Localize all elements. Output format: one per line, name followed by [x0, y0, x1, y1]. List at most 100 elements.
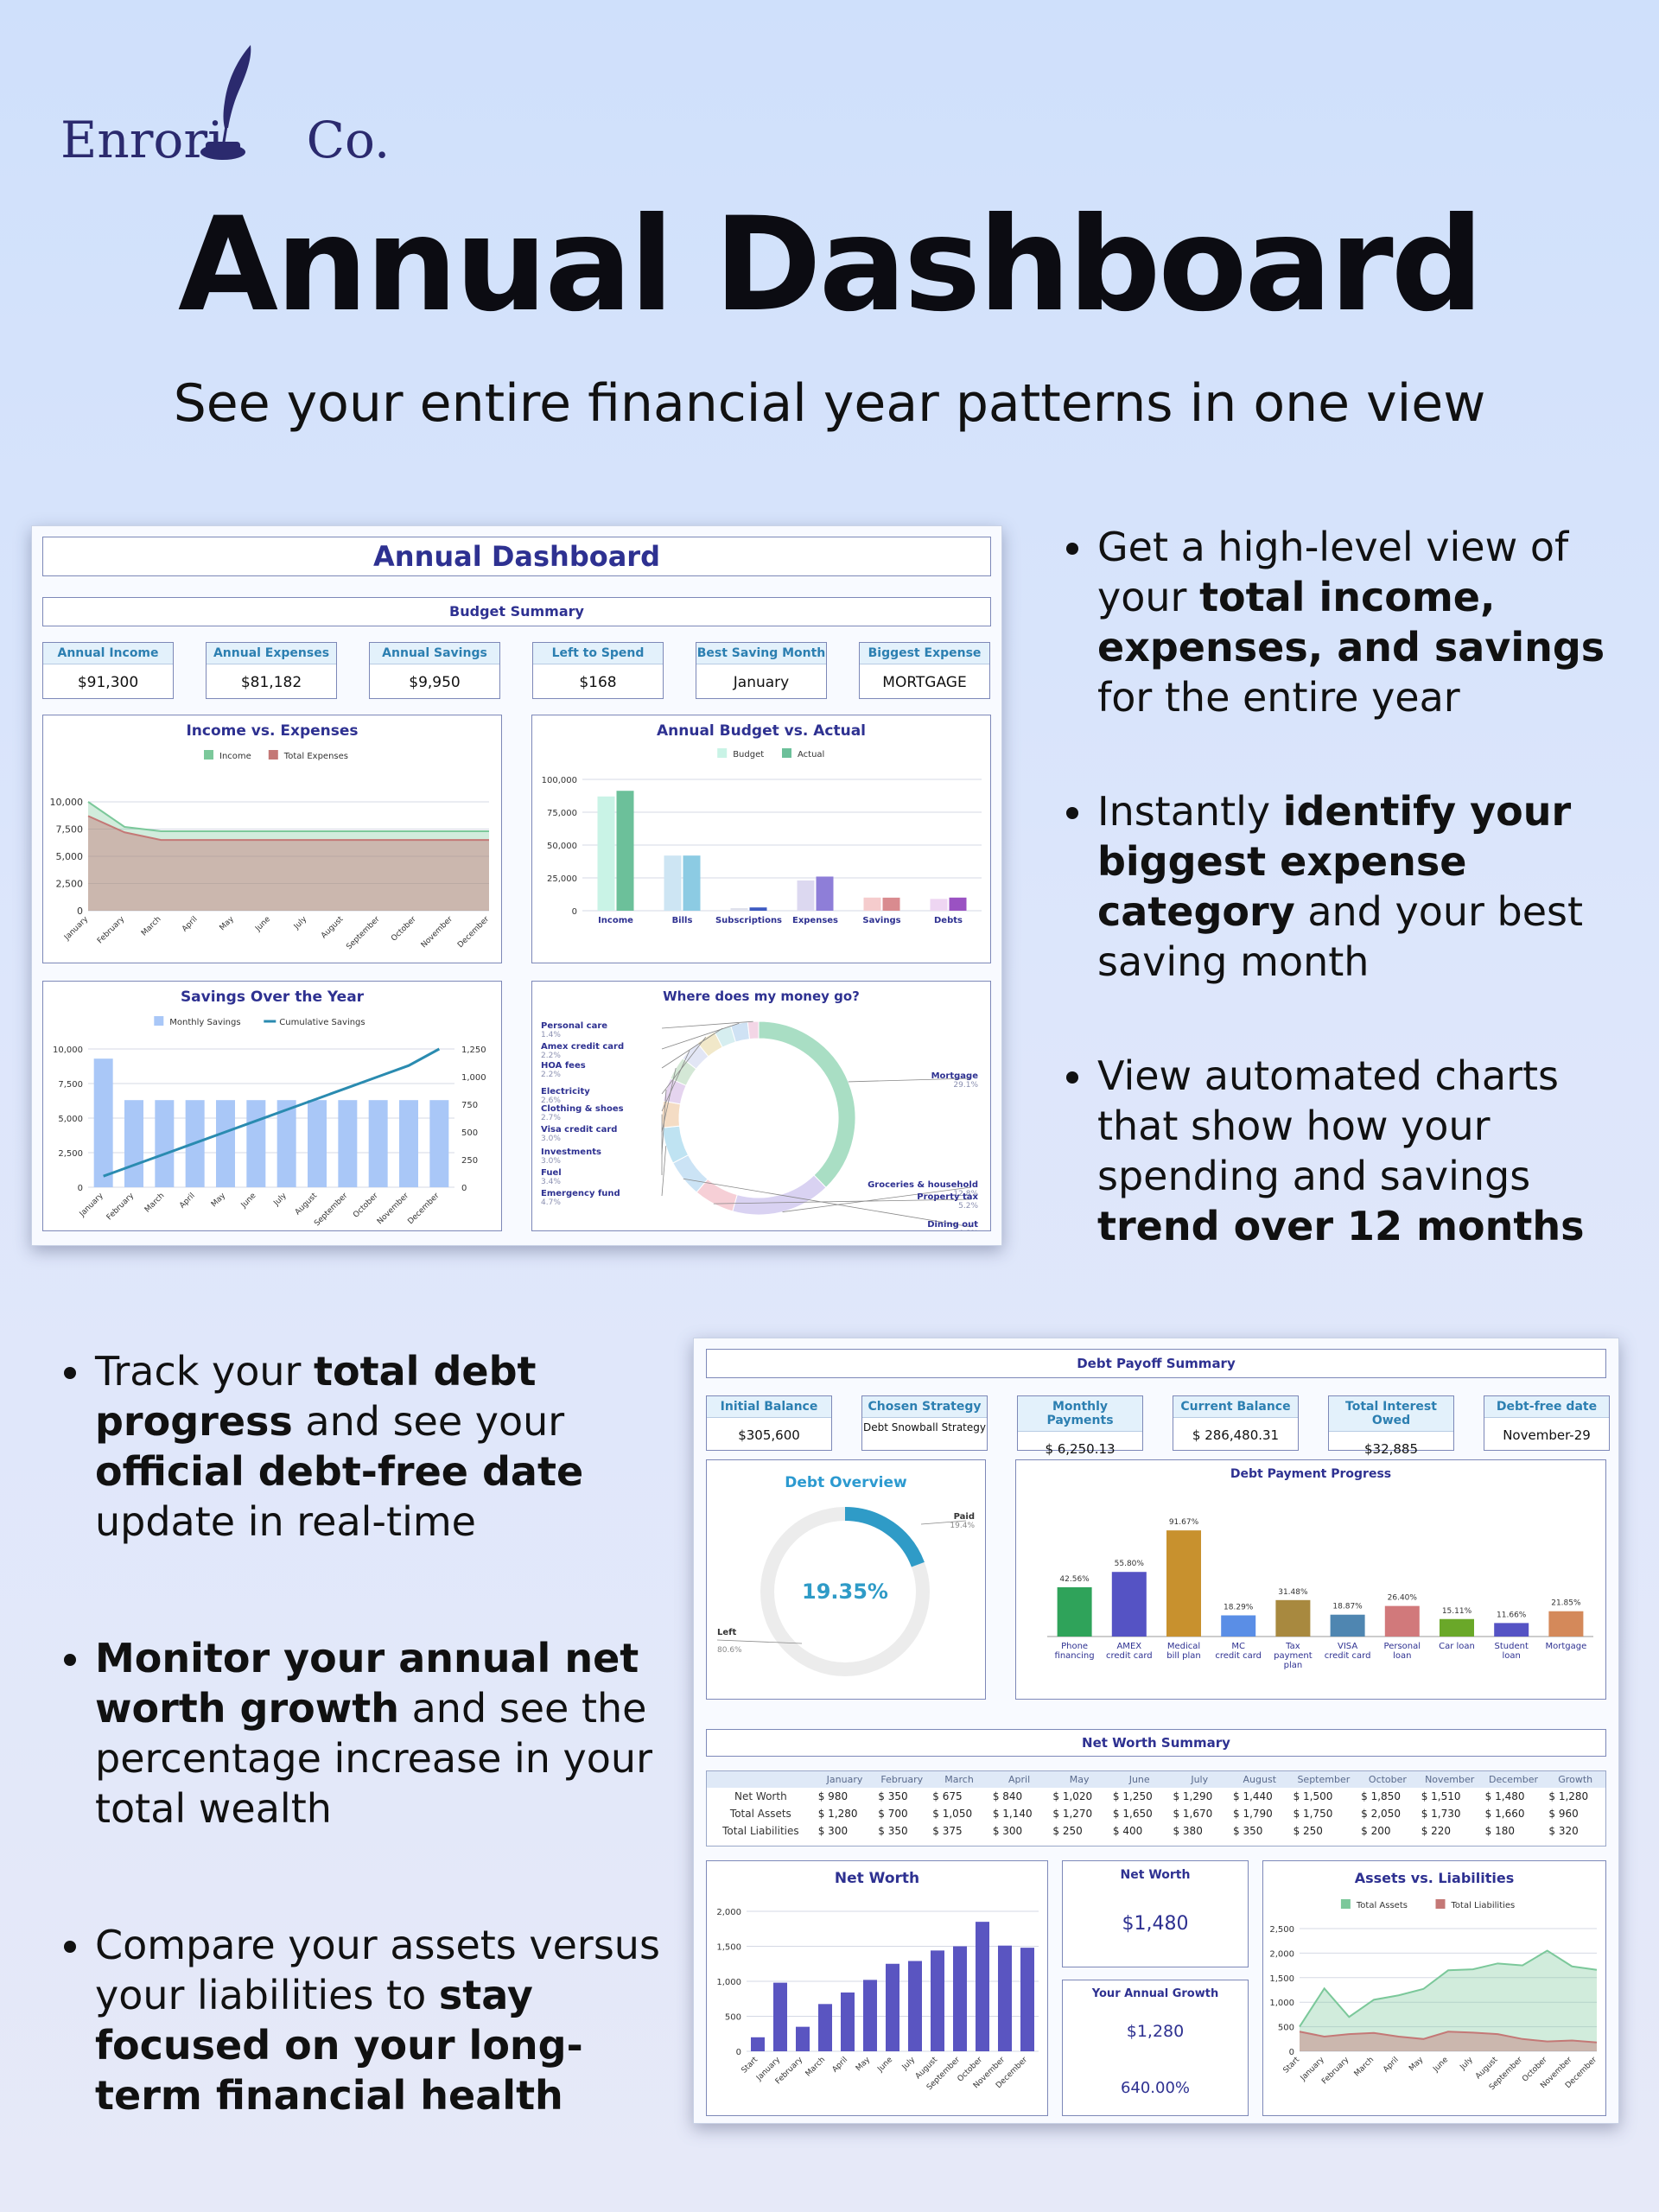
y-tick-label: 2,000: [716, 1908, 741, 1917]
table-header-cell: May: [1049, 1771, 1109, 1788]
kpi-label: Initial Balance: [707, 1396, 831, 1418]
table-cell: $ 2,050: [1361, 1808, 1401, 1820]
brand-name-part1: Enrori: [60, 111, 224, 169]
area-fill: [1300, 1950, 1597, 2051]
leader-line: [661, 1027, 723, 1069]
x-tick-label: Start: [740, 2056, 760, 2075]
y-tick-label: 25,000: [547, 874, 577, 884]
leader-line: [661, 1022, 740, 1050]
feature-text: and your best saving month: [1097, 888, 1584, 985]
category-label: Bills: [672, 916, 693, 925]
debt-bar-label: 18.87%: [1332, 1603, 1363, 1611]
slice-label: Groceries & household: [868, 1180, 978, 1190]
kpi-label: Annual Savings: [370, 643, 499, 664]
income-expenses-panel: Income vs. Expenses 0 2,500 5,000 7,500 10,0…: [42, 715, 502, 963]
table-cell: $ 300: [817, 1825, 849, 1837]
assets-liabilities-panel: Assets vs. Liabilities 0 500 1,000 1,500 2,0…: [1262, 1860, 1606, 2116]
debt-category-label: credit card: [1325, 1651, 1371, 1661]
feature-text: update in real-time: [95, 1498, 476, 1545]
table-row: Total Assets $ 1,280 $ 700 $ 1,050 $ 1,140 $ …: [707, 1805, 1605, 1822]
net-worth-bar: [908, 1961, 922, 2051]
leader-line: [716, 1639, 803, 1644]
slice-label: Personal care: [541, 1021, 607, 1031]
series-line: [1299, 1949, 1598, 2028]
debt-bar-label: 18.29%: [1224, 1603, 1254, 1611]
table-cell: $ 1,670: [1173, 1808, 1213, 1820]
table-cell: $ 375: [932, 1825, 963, 1837]
x-tick-label: February: [1320, 2056, 1351, 2087]
debt-category-label: Phone: [1061, 1642, 1088, 1651]
net-worth-chart-panel: Net Worth 0 500 1,000 1,500 2,000 Start Januar…: [706, 1860, 1048, 2116]
feature-text: total income, expenses, and savings: [1097, 574, 1605, 671]
y-tick-label: 1,500: [1269, 1974, 1294, 1984]
slice-percent: 4.7%: [541, 1198, 561, 1207]
net-worth-table: January February March April May June July Augu…: [707, 1771, 1605, 1840]
legend-swatch: [1340, 1899, 1351, 1909]
debt-category-label: Car loan: [1439, 1642, 1475, 1651]
net-worth-bar: [976, 1922, 989, 2051]
series-line: [87, 815, 489, 842]
debt-category-label: payment: [1274, 1651, 1313, 1661]
kpi-card: Annual Savings $9,950: [369, 642, 500, 699]
y-tick-label: 7,500: [58, 1080, 83, 1090]
debt-progress-panel: Debt Payment Progress 42.56% Phone financi…: [1015, 1459, 1606, 1700]
table-header-cell: September: [1289, 1771, 1358, 1788]
legend-swatch: [1435, 1899, 1446, 1909]
table-cell: $ 1,650: [1112, 1808, 1153, 1820]
leader-line: [661, 1050, 690, 1112]
kpi-value: Debt Snowball Strategy: [862, 1421, 986, 1433]
table-cell: $ 400: [1112, 1825, 1143, 1837]
net-worth-bar: [1020, 1948, 1034, 2051]
debt-category-label: credit card: [1106, 1651, 1153, 1661]
income-expenses-title: Income vs. Expenses: [186, 722, 359, 740]
table-cell: $ 1,750: [1293, 1808, 1333, 1820]
x-tick-label: September: [345, 915, 381, 951]
y2-tick-label: 500: [461, 1128, 478, 1138]
legend-swatch: [717, 748, 728, 758]
table-header-cell: April: [988, 1771, 1050, 1788]
budget-bar: [730, 907, 748, 911]
legend-swatch: [154, 1016, 164, 1026]
x-tick-label: August: [320, 915, 346, 941]
y2-tick-label: 750: [461, 1101, 478, 1110]
savings-bar: [155, 1100, 175, 1187]
x-tick-label: May: [210, 1192, 228, 1210]
feature-text: for the entire year: [1097, 674, 1460, 721]
y-tick-label: 0: [1289, 2048, 1294, 2057]
debt-bar-label: 21.85%: [1551, 1599, 1581, 1608]
y-tick-label: 2,500: [58, 1149, 83, 1159]
slice-label: HOA fees: [541, 1061, 586, 1071]
x-tick-label: November: [420, 915, 454, 950]
table-row: Total Liabilities $ 300 $ 350 $ 375 $ 300 $ 2…: [707, 1822, 1605, 1840]
feature-item: View automated charts that show how your…: [1063, 1051, 1616, 1251]
category-label: Expenses: [792, 916, 838, 925]
kpi-card: Chosen Strategy Debt Snowball Strategy: [861, 1395, 988, 1451]
table-header-cell: June: [1109, 1771, 1170, 1788]
debt-bar-label: 15.11%: [1442, 1607, 1472, 1616]
x-tick-label: February: [105, 1192, 137, 1223]
table-row-label: Total Liabilities: [722, 1825, 799, 1837]
money-go-panel: Where does my money go? Mortgage 29.1% Gro…: [531, 981, 991, 1231]
table-cell: $ 960: [1548, 1808, 1579, 1820]
donut-paid: [844, 1507, 925, 1567]
x-tick-label: July: [1459, 2056, 1476, 2073]
x-tick-label: December: [456, 915, 491, 950]
slice-label: Property tax: [917, 1192, 978, 1202]
table-header-row: January February March April May June July Augu…: [707, 1771, 1605, 1788]
debt-category-label: loan: [1393, 1651, 1411, 1661]
x-tick-label: July: [272, 1192, 289, 1209]
x-tick-label: June: [253, 915, 272, 934]
net-worth-table-panel: January February March April May June July Augu…: [706, 1770, 1606, 1847]
debt-bar-label: 31.48%: [1278, 1588, 1308, 1597]
table-cell: $ 1,660: [1484, 1808, 1525, 1820]
debt-bar: [1330, 1614, 1365, 1637]
budget-actual-chart: 0 25,000 50,000 75,000 100,000 Income Bills Sub…: [542, 748, 982, 925]
net-worth-bar: [886, 1963, 899, 2051]
slice-percent: 2.7%: [541, 1114, 561, 1122]
y-tick-label: 75,000: [547, 809, 577, 818]
annual-dashboard-screenshot: Annual Dashboard Budget Summary Annual I…: [31, 525, 1002, 1246]
savings-bar: [308, 1100, 327, 1187]
legend-swatch: [782, 748, 791, 758]
